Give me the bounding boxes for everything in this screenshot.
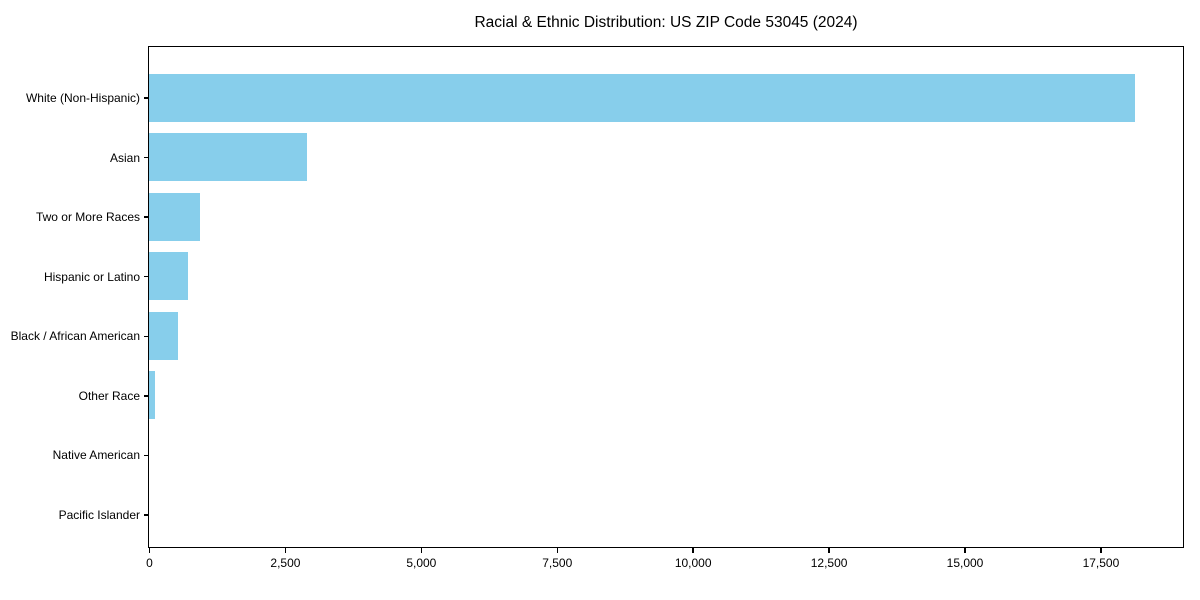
x-tick-label-2-500: 2,500 [270, 556, 301, 570]
bar-white-non-hispanic [149, 73, 1136, 122]
x-tick-label-17-500: 17,500 [1082, 556, 1120, 570]
x-tick-label-5-000: 5,000 [406, 556, 437, 570]
bar-asian [149, 133, 307, 182]
y-tick-mark [143, 156, 148, 159]
y-tick-mark [143, 216, 148, 218]
y-tick-mark [143, 335, 148, 338]
bar-two-or-more-races [149, 192, 200, 241]
x-tick-mark [1100, 548, 1102, 553]
y-tick-mark [143, 454, 148, 457]
x-tick-label-15-000: 15,000 [946, 556, 984, 570]
x-tick-mark [284, 548, 287, 553]
x-tick-mark [964, 548, 966, 553]
y-tick-label-white-non-hispanic: White (Non-Hispanic) [25, 91, 140, 105]
x-tick-label-10-000: 10,000 [674, 556, 712, 570]
bars-layer [149, 47, 1183, 547]
y-tick-label-pacific-islander: Pacific Islander [58, 507, 140, 522]
chart-title: Racial & Ethnic Distribution: US ZIP Cod… [474, 14, 858, 31]
plot-area [148, 46, 1184, 548]
bar-other-race [149, 371, 155, 420]
x-tick-label-7-500: 7,500 [542, 556, 573, 570]
y-tick-mark [143, 514, 148, 516]
x-tick-mark [828, 548, 830, 553]
y-tick-mark [143, 275, 148, 278]
y-tick-label-native-american: Native American [52, 448, 140, 463]
x-tick-mark [692, 548, 694, 553]
y-tick-label-black-african-american: Black / African American [10, 329, 140, 344]
x-tick-mark [148, 548, 151, 553]
y-tick-mark [143, 97, 148, 99]
y-tick-label-asian: Asian [109, 150, 140, 165]
bar-hispanic-or-latino [149, 252, 189, 301]
x-tick-label-12-500: 12,500 [810, 556, 848, 570]
x-tick-mark [556, 548, 558, 553]
y-tick-label-two-or-more-races: Two or More Races [35, 210, 140, 225]
x-tick-mark [420, 548, 423, 553]
y-tick-mark [143, 395, 148, 397]
x-tick-label-0: 0 [146, 556, 153, 570]
y-tick-label-hispanic-or-latino: Hispanic or Latino [43, 269, 140, 284]
y-tick-label-other-race: Other Race [78, 388, 140, 403]
bar-black-african-american [149, 311, 179, 360]
